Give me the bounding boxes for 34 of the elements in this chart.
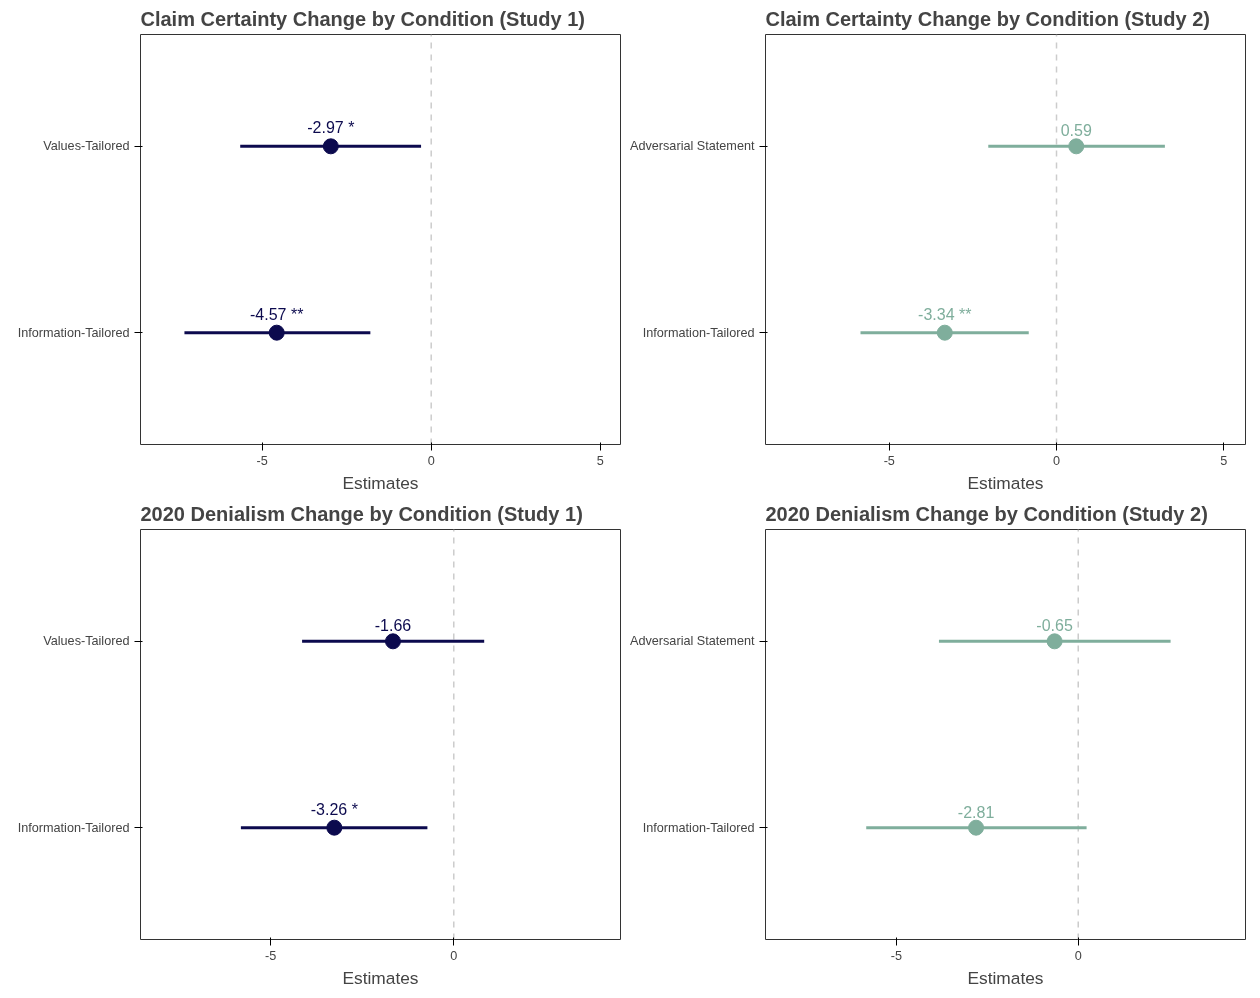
data-label: -3.34 ** — [918, 305, 972, 323]
data-label: -1.66 — [374, 617, 412, 635]
chart-title: 2020 Denialism Change by Condition (Study 1) — [140, 502, 583, 525]
x-tick-label: 5 — [596, 453, 604, 468]
data-label: 0.59 — [1060, 122, 1092, 140]
y-tick-label: Information-Tailored — [17, 325, 130, 340]
x-tick-label: -5 — [883, 453, 895, 468]
chart-title: Claim Certainty Change by Condition (Study 2) — [765, 7, 1210, 30]
x-tick-label: 5 — [1220, 453, 1228, 468]
y-tick-label: Adversarial Statement — [629, 634, 755, 649]
y-tick-label: Information-Tailored — [642, 820, 755, 835]
x-tick-label: -5 — [890, 948, 903, 963]
x-axis-title: Estimates — [342, 967, 419, 988]
x-axis-title: Estimates — [967, 967, 1044, 988]
y-tick-label: Information-Tailored — [17, 820, 130, 835]
x-tick-label: -5 — [256, 453, 268, 468]
y-tick-label: Values-Tailored — [43, 139, 130, 154]
data-label: -4.57 ** — [250, 305, 304, 323]
x-tick-label: 0 — [450, 948, 458, 963]
x-axis-title: Estimates — [967, 472, 1044, 493]
chart-title: Claim Certainty Change by Condition (Study 1) — [140, 7, 585, 30]
x-axis-title: Estimates — [342, 472, 419, 493]
data-label: -2.97 * — [307, 119, 355, 137]
y-tick-label: Adversarial Statement — [629, 139, 755, 154]
chart-title: 2020 Denialism Change by Condition (Study 2) — [765, 502, 1208, 525]
y-tick-label: Information-Tailored — [642, 325, 755, 340]
x-tick-label: 0 — [1074, 948, 1082, 963]
x-tick-label: 0 — [1052, 453, 1061, 468]
data-label: -0.65 — [1036, 617, 1073, 635]
x-tick-label: 0 — [427, 453, 435, 468]
y-tick-label: Values-Tailored — [43, 634, 130, 649]
data-label: -2.81 — [957, 803, 995, 821]
x-tick-label: -5 — [264, 948, 277, 963]
data-label: -3.26 * — [310, 800, 358, 818]
